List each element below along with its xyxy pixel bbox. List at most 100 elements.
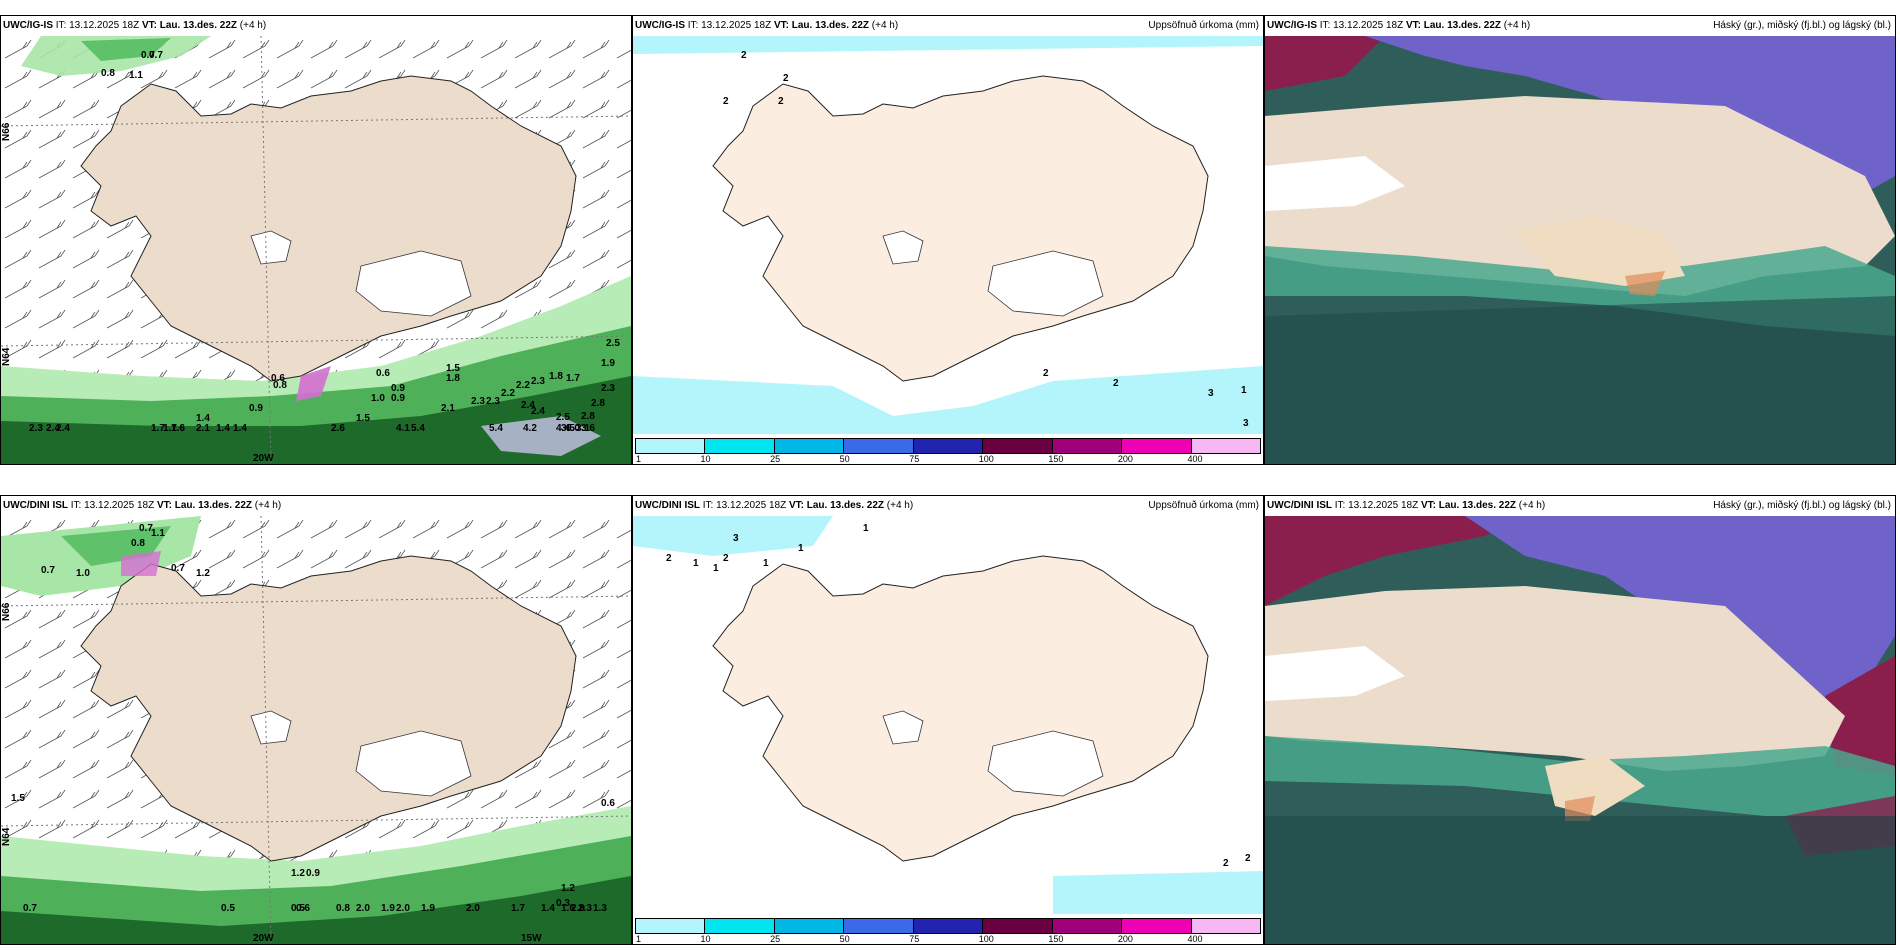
value-label: 3.1 [576, 423, 590, 434]
legend-tick-label: 400 [1187, 934, 1203, 944]
map-svg [1265, 516, 1895, 944]
value-label: 1.9 [421, 903, 435, 914]
lat-label: N66 [633, 519, 636, 538]
value-label: 1.2 [291, 868, 305, 879]
value-label: 2 [1245, 853, 1251, 864]
value-label: 1.9 [601, 358, 615, 369]
value-label: 0.7 [23, 903, 37, 914]
lat-label: N64 [1, 347, 12, 366]
value-label: 2.2 [501, 388, 515, 399]
init-time: 13.12.2025 18Z [716, 500, 787, 511]
value-label: 4.1 [396, 423, 410, 434]
value-label: 1 [763, 558, 769, 569]
value-label: 2.3 [531, 376, 545, 387]
legend-swatch [1052, 919, 1123, 933]
it-label: IT: [70, 500, 82, 511]
lon-label: 20W [253, 933, 274, 944]
value-label: 0.9 [391, 393, 405, 404]
model-name: UWC/DINI ISL [3, 500, 68, 511]
legend-swatch [1122, 439, 1192, 453]
value-label: 1 [713, 563, 719, 574]
value-label: 1 [1241, 385, 1247, 396]
value-label: 2.0 [466, 903, 480, 914]
panel-header: UWC/IG-IS IT: 13.12.2025 18Z VT: Lau. 13… [1265, 16, 1895, 36]
precip-color-legend: 1 10 25 50 75 100 150 200 400 [633, 914, 1263, 944]
value-label: 1.6 [561, 903, 575, 914]
value-label: 5.4 [411, 423, 425, 434]
panel-header: UWC/DINI ISL IT: 13.12.2025 18Z VT: Lau.… [633, 496, 1263, 516]
value-label: 0.8 [336, 903, 350, 914]
map-svg [1265, 36, 1895, 464]
legend-tick-label: 150 [1048, 934, 1064, 944]
model-name: UWC/IG-IS [635, 20, 685, 31]
valid-time: Lau. 13.des. 22Z [174, 500, 253, 511]
value-label: 2 [723, 96, 729, 107]
map-area: N66 N64 20W 15W 0.7 1.0 0.7 1.2 0.8 1.1 1.2 0.9… [1, 516, 631, 944]
value-label: 1.8 [549, 371, 563, 382]
lead-time: (+4 h) [1518, 500, 1546, 511]
init-time: 13.12.2025 18Z [701, 20, 772, 31]
init-time: 13.12.2025 18Z [69, 20, 140, 31]
legend-swatch [636, 439, 706, 453]
lead-time: (+4 h) [871, 20, 899, 31]
value-label: 1 [863, 523, 869, 534]
valid-time: Lau. 13.des. 22Z [159, 20, 238, 31]
valid-time: Lau. 13.des. 22Z [806, 500, 885, 511]
legend-swatch [844, 919, 914, 933]
legend-swatch [844, 439, 914, 453]
legend-swatch [636, 919, 706, 933]
value-label: 2.4 [521, 400, 535, 411]
value-label: 1.1 [129, 70, 143, 81]
value-label: 0.6 [601, 798, 615, 809]
value-label: 2.3 [471, 396, 485, 407]
value-label: 1 [798, 543, 804, 554]
value-label: 1.7 [566, 373, 580, 384]
value-label: 2.3 [486, 396, 500, 407]
vt-label: VT: [788, 500, 804, 511]
value-label: 1.5 [446, 363, 460, 374]
legend-bar [635, 918, 1261, 934]
panel-accum-precip-igis: UWC/IG-IS IT: 13.12.2025 18Z VT: Lau. 13… [632, 15, 1264, 465]
legend-swatch [705, 919, 775, 933]
precip-values: 0.80.70.71.10.6 0.60.90.91.00.90.81.41.71… [29, 50, 620, 434]
panel-clouds-dini: UWC/DINI ISL IT: 13.12.2025 18Z VT: Lau.… [1264, 495, 1896, 945]
value-label: 5.4 [489, 423, 503, 434]
panel-header: UWC/DINI ISL IT: 13.12.2025 18Z VT: Lau.… [1265, 496, 1895, 516]
legend-swatch [1191, 919, 1260, 933]
value-label: 2.2 [516, 380, 530, 391]
value-label: 2.8 [581, 411, 595, 422]
value-label: 1.8 [446, 373, 460, 384]
it-label: IT: [687, 20, 699, 31]
value-label: 2.5 [606, 338, 620, 349]
value-label: 0.7 [141, 50, 155, 61]
value-label: 1.4 [196, 413, 210, 424]
panel-subtitle: Uppsöfnuð úrkoma (mm) [1148, 20, 1259, 31]
value-label: 4.2 [523, 423, 537, 434]
value-label: 1.0 [76, 568, 90, 579]
legend-swatch [1052, 439, 1123, 453]
legend-tick-label: 10 [700, 934, 711, 944]
value-label: 0.6 [376, 368, 390, 379]
value-label: 1.5 [11, 793, 25, 804]
panel-header: UWC/IG-IS IT: 13.12.2025 18Z VT: Lau. 13… [1, 16, 631, 36]
legend-bar [635, 438, 1261, 454]
precip-values: 0.7 1.0 0.7 1.20.81.11.2 0.90.70.60.5 0.50.6 0… [11, 523, 615, 914]
map-area: 2 2 2 2 2 2 1 3 3 [633, 36, 1263, 464]
value-label: 1.7 [163, 423, 177, 434]
value-label: 2.1 [196, 423, 210, 434]
legend-tick-label: 100 [978, 934, 994, 944]
value-label: 3.5 [561, 423, 575, 434]
legend-tick-label: 50 [839, 934, 850, 944]
value-label: 1.3 [593, 903, 607, 914]
value-label: 2 [666, 553, 672, 564]
legend-swatch [913, 919, 984, 933]
value-label: 1.2 [561, 883, 575, 894]
legend-swatch [983, 919, 1053, 933]
value-label: 1.1 [151, 528, 165, 539]
panel-wind-precip-dini: UWC/DINI ISL IT: 13.12.2025 18Z VT: Lau.… [0, 495, 632, 945]
precip-values: 2 2 2 2 2 2 1 3 3 [723, 50, 1249, 429]
value-label: 3.6 [581, 423, 595, 434]
